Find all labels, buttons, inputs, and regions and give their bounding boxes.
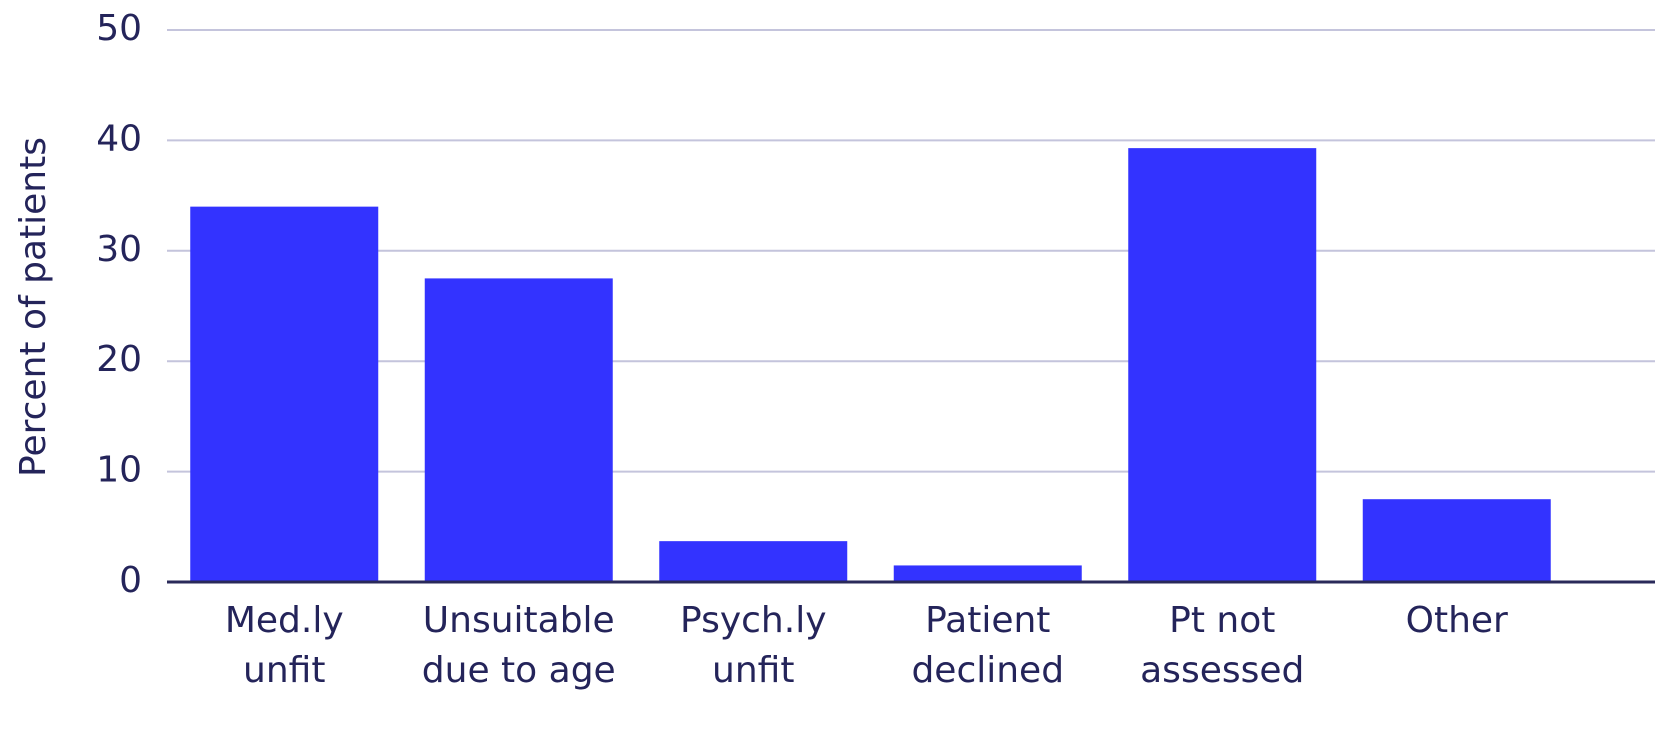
- bar: [893, 565, 1082, 582]
- x-tick-label: Psych.ly unfit: [680, 600, 827, 691]
- y-tick-label: 20: [96, 339, 142, 380]
- x-tick-label: Pt not assessed: [1140, 600, 1304, 691]
- x-tick-label-line: Pt not: [1169, 600, 1275, 641]
- y-axis-label: Percent of patients: [13, 137, 54, 477]
- x-tick-label: Med.ly unfit: [225, 600, 344, 691]
- x-tick-label-line: Patient: [925, 600, 1050, 641]
- x-tick-label-line: assessed: [1140, 650, 1304, 691]
- x-tick-label-line: unfit: [712, 650, 794, 691]
- bar: [424, 278, 613, 582]
- x-tick-label-line: Med.ly: [225, 600, 344, 641]
- x-tick-label: Unsuitable due to age: [422, 600, 616, 691]
- bar: [190, 206, 379, 582]
- x-tick-label-line: Psych.ly: [680, 600, 827, 641]
- y-tick-label: 40: [96, 118, 142, 159]
- y-tick-label: 10: [96, 450, 142, 491]
- bar: [1128, 148, 1317, 583]
- x-tick-label: Patient declined: [911, 600, 1064, 691]
- y-tick-label: 30: [96, 229, 142, 270]
- bar: [659, 541, 848, 582]
- y-tick-label: 50: [96, 8, 142, 49]
- x-tick-label-line: unfit: [243, 650, 325, 691]
- x-tick-label-line: Other: [1406, 600, 1508, 641]
- bar: [1362, 499, 1551, 582]
- x-tick-label-line: Unsuitable: [423, 600, 615, 641]
- y-tick-label: 0: [119, 560, 142, 601]
- x-tick-label: Other: [1406, 600, 1508, 641]
- x-tick-label-line: declined: [911, 650, 1064, 691]
- x-tick-label-line: due to age: [422, 650, 616, 691]
